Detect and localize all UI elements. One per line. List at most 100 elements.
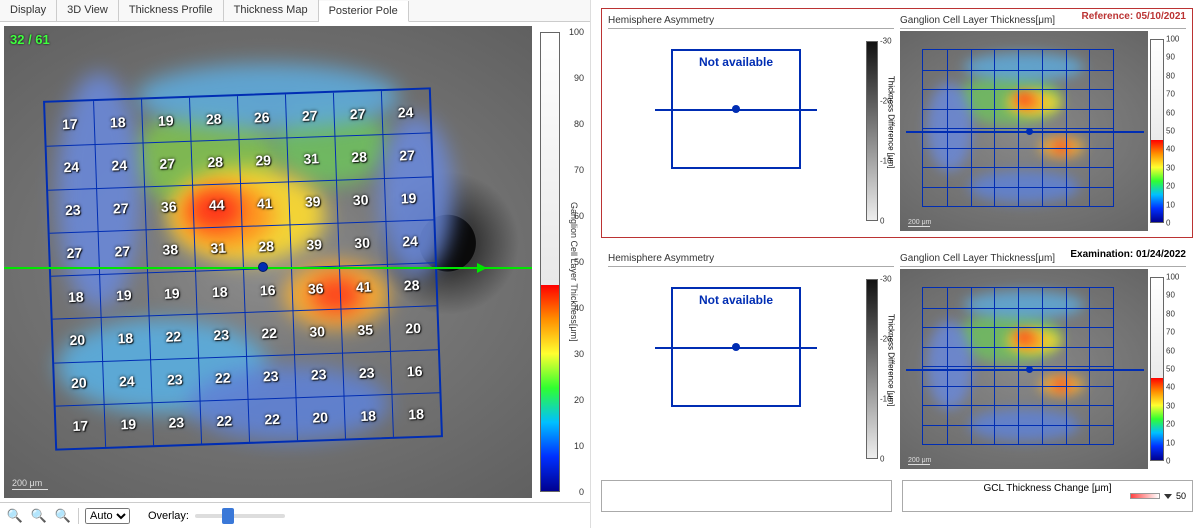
mini-thickness-map[interactable]: 200 μm <box>900 269 1148 469</box>
scale-marker: 200 μm <box>12 478 48 490</box>
reference-section: Reference: 05/10/2021Hemisphere Asymmetr… <box>601 8 1193 238</box>
scan-center-dot <box>258 262 268 272</box>
zoom-select[interactable]: Auto <box>85 508 130 524</box>
gcl-change-pointer: 50 <box>1130 491 1186 501</box>
grid-cell: 19 <box>99 272 148 317</box>
grid-cell: 18 <box>51 274 100 319</box>
grid-cell: 24 <box>381 89 430 134</box>
bottom-strip: GCL Thickness Change [μm] 50 <box>601 480 1193 512</box>
panel-title: Ganglion Cell Layer Thickness[μm] <box>900 253 1186 267</box>
grid-cell: 28 <box>387 262 436 307</box>
grid-overlay: 1718192826272724242427282931282723273644… <box>43 87 443 450</box>
grid-cell: 22 <box>245 311 294 356</box>
grid-cell: 28 <box>189 96 238 141</box>
grid-cell: 44 <box>192 183 241 228</box>
grid-cell: 19 <box>141 98 190 143</box>
grid-cell: 31 <box>286 136 335 181</box>
tab-posterior-pole[interactable]: Posterior Pole <box>319 1 409 22</box>
grid-cell: 39 <box>288 179 337 224</box>
grid-cell: 23 <box>152 400 201 445</box>
tab-3d-view[interactable]: 3D View <box>57 0 119 21</box>
grid-cell: 18 <box>93 99 142 144</box>
grid-cell: 18 <box>343 394 392 439</box>
panel-title: Ganglion Cell Layer Thickness[μm] <box>900 15 1186 29</box>
colorbar-label: Ganglion Cell Layer Thickness[μm] <box>569 202 579 322</box>
panel-title: Hemisphere Asymmetry <box>608 253 894 267</box>
grid-cell: 18 <box>195 269 244 314</box>
hemisphere-asymmetry-panel: Hemisphere Asymmetry Not available -30-20-… <box>608 253 894 469</box>
scan-arrow <box>477 263 487 273</box>
frame-counter: 32 / 61 <box>10 32 50 47</box>
grid-cell: 22 <box>200 399 249 444</box>
grid-cell: 18 <box>101 316 150 361</box>
grid-cell: 27 <box>96 186 145 231</box>
difference-colorbar: -30-20-100Thickness Difference [μm] <box>864 31 894 231</box>
grid-cell: 23 <box>246 354 295 399</box>
zoom-tool-icon[interactable]: 🔍 <box>6 507 24 525</box>
grid-cell: 16 <box>390 349 439 394</box>
zoom-out-icon[interactable]: 🔍 <box>54 507 72 525</box>
bottom-box-right: GCL Thickness Change [μm] 50 <box>902 480 1193 512</box>
hemisphere-asymmetry-panel: Hemisphere Asymmetry Not available -30-20-… <box>608 15 894 231</box>
grid-cell: 18 <box>391 392 440 437</box>
grid-cell: 29 <box>238 138 287 183</box>
overlay-label: Overlay: <box>148 510 189 522</box>
grid-cell: 22 <box>149 314 198 359</box>
not-available-text: Not available <box>673 293 799 307</box>
grid-cell: 24 <box>95 143 144 188</box>
left-panel: Display3D ViewThickness ProfileThickness… <box>0 0 590 528</box>
grid-cell: 17 <box>56 404 105 449</box>
grid-cell: 20 <box>295 395 344 440</box>
grid-cell: 23 <box>197 312 246 357</box>
grid-cell: 27 <box>333 91 382 136</box>
grid-cell: 28 <box>191 139 240 184</box>
grid-cell: 20 <box>54 360 103 405</box>
main-colorbar: 0102030405060708090100 Ganglion Cell Lay… <box>536 26 586 498</box>
grid-cell: 30 <box>292 309 341 354</box>
toolbar: 🔍 🔍 🔍 Auto Overlay: <box>0 502 590 528</box>
grid-cell: 30 <box>336 178 385 223</box>
grid-cell: 20 <box>53 317 102 362</box>
tab-thickness-profile[interactable]: Thickness Profile <box>119 0 224 21</box>
difference-colorbar: -30-20-100Thickness Difference [μm] <box>864 269 894 469</box>
grid-cell: 36 <box>144 184 193 229</box>
grid-cell: 16 <box>243 267 292 312</box>
grid-cell: 23 <box>150 357 199 402</box>
not-available-text: Not available <box>673 55 799 69</box>
grid-cell: 24 <box>102 359 151 404</box>
grid-cell: 28 <box>334 134 383 179</box>
zoom-in-icon[interactable]: 🔍 <box>30 507 48 525</box>
gcl-thickness-panel: Ganglion Cell Layer Thickness[μm] 200 μm0… <box>900 15 1186 231</box>
grid-cell: 23 <box>342 350 391 395</box>
grid-cell: 27 <box>285 93 334 138</box>
tab-thickness-map[interactable]: Thickness Map <box>224 0 319 21</box>
mini-thickness-map[interactable]: 200 μm <box>900 31 1148 231</box>
panel-title: Hemisphere Asymmetry <box>608 15 894 29</box>
grid-cell: 23 <box>48 188 97 233</box>
grid-cell: 26 <box>237 94 286 139</box>
grid-cell: 39 <box>289 222 338 267</box>
gcl-change-title: GCL Thickness Change [μm] <box>983 483 1111 494</box>
grid-cell: 27 <box>50 231 99 276</box>
grid-cell: 27 <box>382 133 431 178</box>
grid-cell: 36 <box>291 266 340 311</box>
grid-cell: 41 <box>339 264 388 309</box>
main-viewer[interactable]: 32 / 61 17181928262727242424272829312827… <box>4 26 532 498</box>
tab-display[interactable]: Display <box>0 0 57 21</box>
scan-line <box>4 267 532 269</box>
viewer-wrap: 32 / 61 17181928262727242424272829312827… <box>0 22 590 502</box>
grid-cell: 19 <box>104 402 153 447</box>
overlay-slider[interactable] <box>195 514 285 518</box>
grid-cell: 41 <box>240 181 289 226</box>
grid-cell: 24 <box>47 144 96 189</box>
grid-cell: 19 <box>147 271 196 316</box>
mini-colorbar: 0102030405060708090100 <box>1148 31 1186 231</box>
grid-cell: 22 <box>248 397 297 442</box>
grid-cell: 17 <box>45 101 94 146</box>
grid-cell: 24 <box>385 219 434 264</box>
grid-cell: 27 <box>143 141 192 186</box>
examination-section: Examination: 01/24/2022Hemisphere Asymme… <box>601 246 1193 476</box>
mini-colorbar: 0102030405060708090100 <box>1148 269 1186 469</box>
grid-cell: 38 <box>146 227 195 272</box>
grid-cell: 31 <box>194 226 243 271</box>
